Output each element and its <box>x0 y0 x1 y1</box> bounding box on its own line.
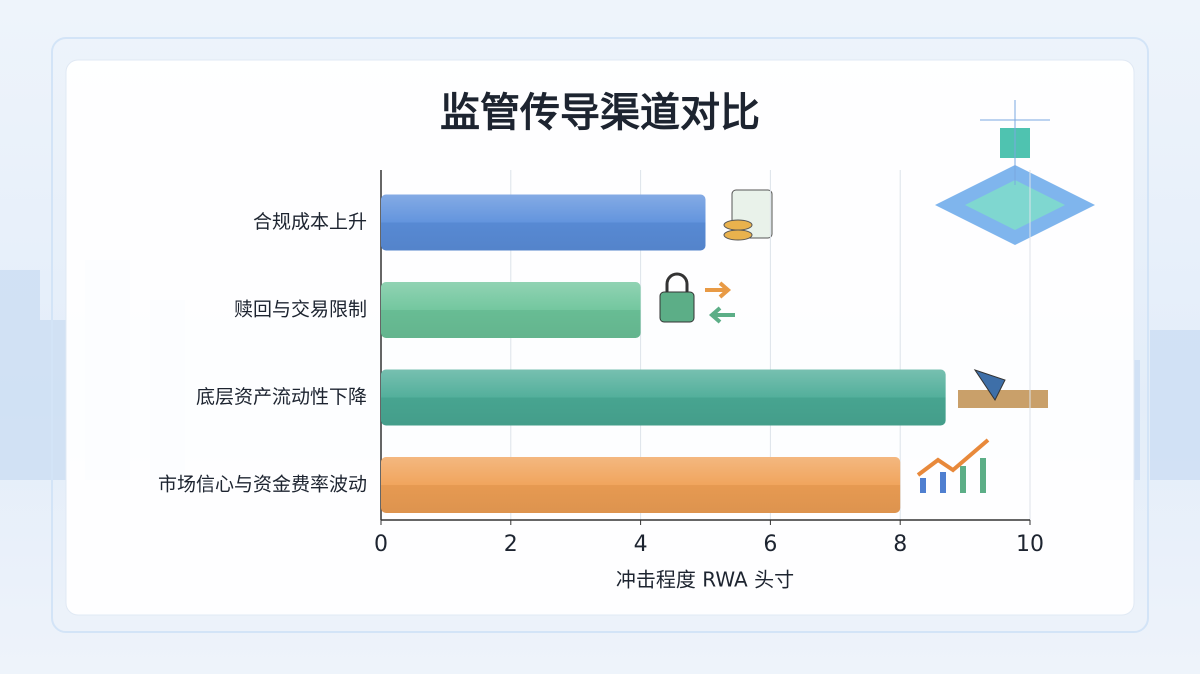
bar-sheen <box>381 194 706 251</box>
decor-icons <box>659 189 1048 493</box>
x-tick-label: 2 <box>504 532 518 557</box>
y-tick-label: 市场信心与资金费率波动 <box>158 474 367 496</box>
x-tick-label: 8 <box>893 532 907 557</box>
x-tick-label: 0 <box>374 532 388 557</box>
decor-chip <box>935 100 1095 245</box>
y-tick-label: 赎回与交易限制 <box>234 299 367 321</box>
chart-title: 监管传导渠道对比 <box>440 90 760 136</box>
bar-sheen <box>381 282 641 338</box>
x-tick-label: 10 <box>1016 532 1044 557</box>
bar-sheen <box>381 457 901 513</box>
x-axis-label: 冲击程度 RWA 头寸 <box>616 568 794 592</box>
y-tick-label: 合规成本上升 <box>253 211 367 233</box>
x-tick-label: 4 <box>634 532 648 557</box>
y-tick-label: 底层资产流动性下降 <box>196 386 367 408</box>
outer-frame <box>51 37 1149 633</box>
x-tick-label: 6 <box>763 532 777 557</box>
bar-sheen <box>381 369 946 426</box>
